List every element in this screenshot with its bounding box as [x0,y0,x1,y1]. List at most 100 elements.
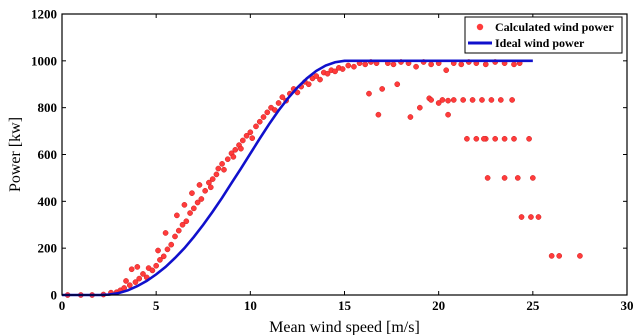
data-point [528,214,534,220]
data-point [482,61,489,68]
y-tick-label: 800 [38,100,58,115]
data-point [488,97,495,103]
data-point [445,97,451,104]
y-tick-label: 600 [38,147,58,162]
data-point [445,111,451,118]
x-tick-label: 20 [432,298,445,313]
data-point [484,175,491,181]
data-point [123,278,129,284]
data-point [317,76,323,83]
data-point [469,97,476,103]
data-point [518,214,525,220]
data-point [219,161,225,167]
data-point [362,61,369,68]
data-point [458,61,465,68]
data-point [134,264,141,270]
data-point [375,111,382,118]
legend-box [464,16,623,54]
data-point [514,175,521,181]
y-tick-label: 1200 [31,7,57,22]
legend-label-scatter: Calculated wind power [495,20,614,34]
data-point [153,262,160,269]
y-tick-label: 400 [38,194,58,209]
data-point [443,67,450,74]
data-point [256,118,263,125]
data-point [509,97,515,103]
y-tick-label: 0 [51,288,58,303]
data-point [183,218,190,225]
data-point [479,97,485,103]
data-point [313,73,320,79]
x-axis-label: Mean wind speed [m/s] [269,319,420,335]
x-tick-label: 5 [153,298,160,313]
data-point [160,253,167,260]
ideal-power-line [62,59,533,297]
data-point [215,165,222,172]
data-point [157,257,163,263]
data-point [194,199,201,206]
data-point [366,90,372,97]
data-point [249,135,256,141]
data-point [428,61,434,68]
data-point [232,146,239,153]
data-point [239,137,246,144]
data-point [390,61,397,68]
data-point [253,123,259,130]
data-point [324,70,331,77]
data-point [428,97,434,103]
data-point [213,171,220,178]
data-point [140,271,146,277]
data-point [464,135,470,142]
data-point [351,63,357,70]
data-point [164,246,171,253]
data-point [492,135,499,142]
data-point [224,156,231,163]
data-point [379,86,386,92]
data-point [435,100,442,106]
data-point [187,210,193,216]
data-point [136,275,143,282]
data-point [243,132,250,139]
data-point [548,253,555,259]
data-point [172,233,178,240]
data-point [501,135,508,142]
data-point [556,253,563,259]
data-point [247,129,254,136]
data-point [332,68,338,75]
data-point [209,176,216,182]
data-point [238,145,244,152]
data-point [481,135,487,142]
data-point [126,282,133,289]
data-point [179,221,186,228]
data-point [511,61,517,68]
data-point [439,97,446,103]
data-point [132,279,139,285]
ideal-line-layer [62,59,533,297]
data-point [168,241,175,248]
legend-label-line: Ideal wind power [495,36,585,50]
data-point [413,63,419,70]
data-point [501,175,508,181]
x-tick-label: 25 [526,298,540,313]
data-point [535,214,542,220]
data-point [450,97,457,103]
data-point [497,97,504,103]
data-point [345,62,352,69]
data-point [264,109,271,116]
x-tick-label: 15 [338,298,352,313]
legend: Calculated wind power Ideal wind power [464,16,623,54]
data-point [577,253,583,259]
axis-ticks: 0 5 10 15 20 25 30 0 200 400 600 800 1000 1200 [31,7,634,314]
data-point [198,196,205,202]
data-point [339,66,346,72]
data-point [305,81,312,88]
data-point [190,205,197,212]
data-point [394,81,401,88]
y-axis-label: Power [kw] [7,117,24,192]
legend-marker-scatter [476,23,484,31]
data-point [529,175,536,181]
data-point [511,135,517,142]
data-point [128,266,135,273]
